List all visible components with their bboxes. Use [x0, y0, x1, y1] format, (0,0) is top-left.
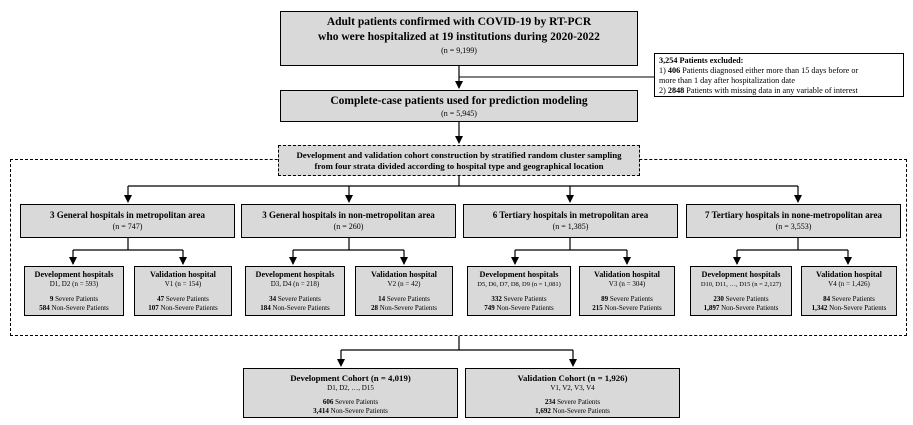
dev-cohort-title: Development Cohort (n = 4,019) [290, 373, 411, 383]
dev-hospitals-box-3: Development hospitals D5, D6, D7, D8, D9… [467, 266, 571, 316]
sampling-box: Development and validation cohort constr… [278, 145, 640, 176]
excluded-item-1-cont: more than 1 day after hospitalization da… [659, 76, 795, 85]
sampling-line-1: Development and validation cohort constr… [296, 150, 622, 160]
stratum-2-box: 3 General hospitals in non-metropolitan … [241, 204, 456, 238]
complete-case-box: Complete-case patients used for predicti… [280, 90, 638, 122]
val-hospital-box-1: Validation hospital V1 (n = 154) 47 Seve… [134, 266, 232, 316]
stratum-3-box: 6 Tertiary hospitals in metropolitan are… [463, 204, 678, 238]
excluded-item-1: 1) 406 Patients diagnosed either more th… [659, 66, 859, 75]
source-line-1: Adult patients confirmed with COVID-19 b… [326, 16, 592, 28]
sampling-line-2: from four strata divided according to ho… [314, 161, 604, 171]
excluded-title: 3,254 Patients excluded: [659, 56, 744, 65]
val-hospital-box-4: Validation hospital V4 (n = 1,426) 84 Se… [801, 266, 897, 316]
dev-cohort-sub: D1, D2, …, D15 [327, 384, 374, 392]
source-line-2: who were hospitalized at 19 institutions… [318, 31, 600, 43]
excluded-box: 3,254 Patients excluded: 1) 406 Patients… [654, 53, 904, 97]
val-hospital-box-3: Validation hospital V3 (n = 304) 89 Seve… [579, 266, 675, 316]
complete-n: (n = 5,945) [441, 109, 477, 118]
excluded-item-2: 2) 2848 Patients with missing data in an… [659, 86, 858, 95]
development-cohort-box: Development Cohort (n = 4,019) D1, D2, …… [243, 368, 458, 418]
val-cohort-sub: V1, V2, V3, V4 [550, 384, 595, 392]
val-hospital-box-2: Validation hospital V2 (n = 42) 14 Sever… [355, 266, 453, 316]
complete-title: Complete-case patients used for predicti… [330, 95, 588, 107]
val-cohort-title: Validation Cohort (n = 1,926) [517, 373, 628, 383]
dev-hospitals-box-4: Development hospitals D10, D11, …, D15 (… [690, 266, 792, 316]
dev-hospitals-box-2: Development hospitals D3, D4 (n = 218) 3… [245, 266, 345, 316]
validation-cohort-box: Validation Cohort (n = 1,926) V1, V2, V3… [465, 368, 680, 418]
source-n: (n = 9,199) [441, 46, 477, 55]
dev-hospitals-box-1: Development hospitals D1, D2 (n = 593) 9… [24, 266, 124, 316]
source-population-box: Adult patients confirmed with COVID-19 b… [280, 11, 638, 66]
stratum-1-box: 3 General hospitals in metropolitan area… [20, 204, 235, 238]
stratum-4-box: 7 Tertiary hospitals in none-metropolita… [686, 204, 901, 238]
